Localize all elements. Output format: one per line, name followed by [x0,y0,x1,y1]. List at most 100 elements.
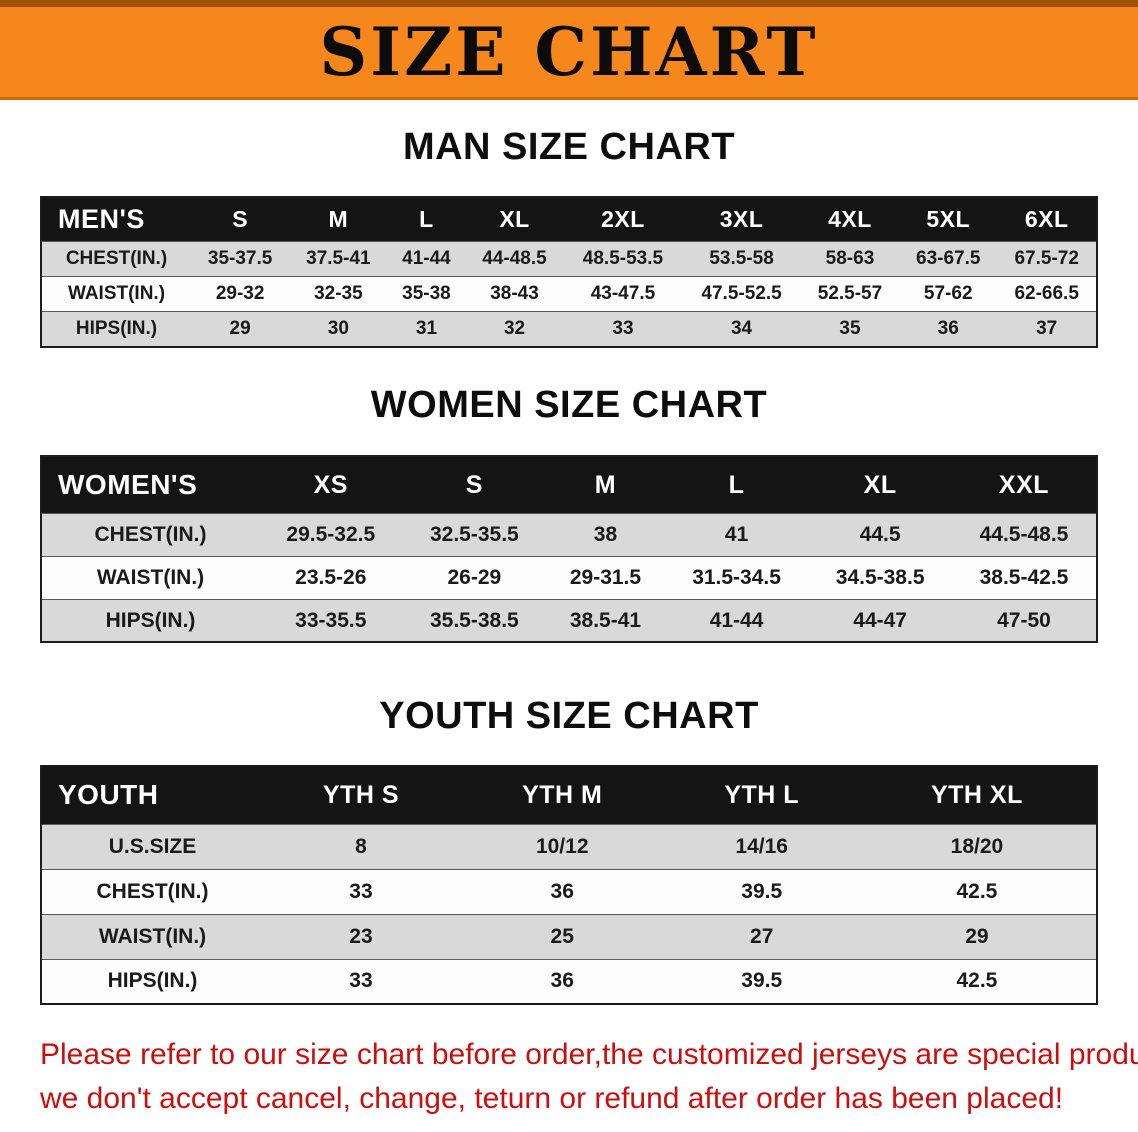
size-value-cell: 39.5 [665,958,858,1005]
table-row: WAIST(IN.) 29-32 32-35 35-38 38-43 43-47.5 47.… [41,276,1097,312]
measurement-row-label: CHEST(IN.) [41,868,263,915]
size-value-cell: 37.5-41 [289,241,388,277]
size-column-header: 4XL [828,205,872,232]
size-column-header: 6XL [1024,205,1069,232]
measurement-row-label: HIPS(IN.) [41,311,191,347]
size-value-cell: 29.5-32.5 [259,512,403,557]
size-value-cell: 42.5 [857,868,1097,915]
size-value-cell: 25 [458,913,666,960]
size-value-cell: 8 [263,823,459,870]
measurement-row-label: CHEST(IN.) [41,512,259,557]
measurement-row-label: WAIST(IN.) [41,276,191,312]
size-value-cell: 10/12 [458,823,666,870]
size-value-cell: 23 [263,913,459,960]
size-column-header: 5XL [926,205,971,232]
size-value-cell: 29 [191,311,290,347]
table-row: HIPS(IN.) 33 36 39.5 42.5 [41,958,1097,1005]
size-value-cell: 32.5-35.5 [402,512,547,557]
measurement-row-label: HIPS(IN.) [41,598,259,643]
table-corner-label: MEN'S [58,203,145,234]
size-value-cell: 48.5-53.5 [563,241,683,277]
size-column-header: XL [499,205,530,232]
size-value-cell: 58-63 [800,241,900,277]
size-column-header: XL [863,470,897,499]
size-value-cell: 14/16 [665,823,858,870]
notice-line-1: Please refer to our size chart before or… [40,1038,1138,1072]
size-column-header: YTH XL [930,780,1023,809]
table-corner-label: WOMEN'S [58,469,198,501]
table-head: YOUTH YTH S YTH M YTH L YTH XL [41,766,1097,825]
size-column-header: S [232,205,249,232]
table-row: HIPS(IN.) 33-35.5 35.5-38.5 38.5-41 41-44 44-… [41,598,1097,643]
size-value-cell: 44.5 [808,512,952,557]
table-row: WAIST(IN.) 23.5-26 26-29 29-31.5 31.5-34.5 34… [41,555,1097,600]
size-value-cell: 34 [682,311,801,347]
size-chart-banner: SIZE CHART [0,0,1138,100]
table-row: HIPS(IN.) 29 30 31 32 33 34 35 36 37 [41,311,1097,347]
size-value-cell: 41-44 [664,598,809,643]
size-value-cell: 35-38 [387,276,466,312]
measurement-row-label: CHEST(IN.) [41,241,191,277]
size-value-cell: 41-44 [387,241,466,277]
table-corner-label: YOUTH [58,779,159,811]
size-value-cell: 18/20 [857,823,1097,870]
table-header-row: YOUTH YTH S YTH M YTH L YTH XL [41,766,1097,825]
size-column-header: YTH L [724,780,800,809]
size-column-header: YTH S [322,780,400,809]
women-size-section: WOMEN SIZE CHART WOMEN'S XS S M L XL XXL CHEST(… [0,384,1138,644]
size-value-cell: 34.5-38.5 [808,555,952,600]
table-row: CHEST(IN.) 33 36 39.5 42.5 [41,868,1097,915]
size-value-cell: 53.5-58 [682,241,801,277]
size-value-cell: 43-47.5 [563,276,683,312]
size-value-cell: 36 [458,868,666,915]
size-value-cell: 52.5-57 [800,276,900,312]
size-value-cell: 38 [546,512,665,557]
man-section-heading: MAN SIZE CHART [402,126,736,168]
size-value-cell: 57-62 [899,276,998,312]
table-row: CHEST(IN.) 29.5-32.5 32.5-35.5 38 41 44.5 44.5… [41,512,1097,557]
size-value-cell: 26-29 [402,555,547,600]
size-value-cell: 33-35.5 [259,598,403,643]
youth-section-heading: YOUTH SIZE CHART [379,695,759,738]
size-value-cell: 63-67.5 [899,241,998,277]
women-size-table: WOMEN'S XS S M L XL XXL CHEST(IN.) 29.5-32.5 32.5… [40,455,1098,644]
size-column-header: XXL [998,470,1050,499]
size-column-header: M [328,205,349,232]
size-column-header: S [465,470,483,499]
size-value-cell: 35-37.5 [191,241,290,277]
size-column-header: M [594,470,617,499]
page-title: SIZE CHART [319,13,819,91]
notice-line-2: we don't accept cancel, change, teturn o… [40,1081,1064,1115]
size-value-cell: 38-43 [465,276,564,312]
size-column-header: 2XL [601,205,645,232]
size-value-cell: 62-66.5 [997,276,1097,312]
size-value-cell: 35.5-38.5 [402,598,547,643]
size-value-cell: 42.5 [857,958,1097,1005]
size-value-cell: 31.5-34.5 [664,555,809,600]
table-body: CHEST(IN.) 35-37.5 37.5-41 41-44 44-48.5 48.5… [41,241,1097,347]
measurement-row-label: WAIST(IN.) [41,555,259,600]
size-value-cell: 30 [289,311,388,347]
table-row: CHEST(IN.) 35-37.5 37.5-41 41-44 44-48.5 48.5… [41,241,1097,277]
size-value-cell: 32-35 [289,276,388,312]
size-value-cell: 44-48.5 [465,241,564,277]
size-value-cell: 44.5-48.5 [951,512,1097,557]
table-head: WOMEN'S XS S M L XL XXL [41,456,1097,514]
size-value-cell: 27 [665,913,858,960]
table-body: U.S.SIZE 8 10/12 14/16 18/20 CHEST(IN.) 33 36 39… [41,823,1097,1005]
man-size-table: MEN'S S M L XL 2XL 3XL 4XL 5XL 6XL CHEST(IN.) 35-37… [40,195,1098,348]
size-column-header: XS [313,470,348,499]
table-header-row: MEN'S S M L XL 2XL 3XL 4XL 5XL 6XL [41,196,1097,242]
size-value-cell: 29-32 [191,276,290,312]
size-value-cell: 38.5-41 [546,598,665,643]
measurement-row-label: WAIST(IN.) [41,913,263,960]
size-value-cell: 33 [263,958,459,1005]
table-header-row: WOMEN'S XS S M L XL XXL [41,456,1097,514]
size-column-header: YTH M [522,780,603,809]
size-value-cell: 44-47 [808,598,952,643]
size-value-cell: 41 [664,512,809,557]
man-size-section: MAN SIZE CHART MEN'S S M L XL 2XL 3XL 4XL 5XL 6XL… [0,126,1138,348]
size-value-cell: 47-50 [951,598,1097,643]
size-value-cell: 29-31.5 [546,555,665,600]
